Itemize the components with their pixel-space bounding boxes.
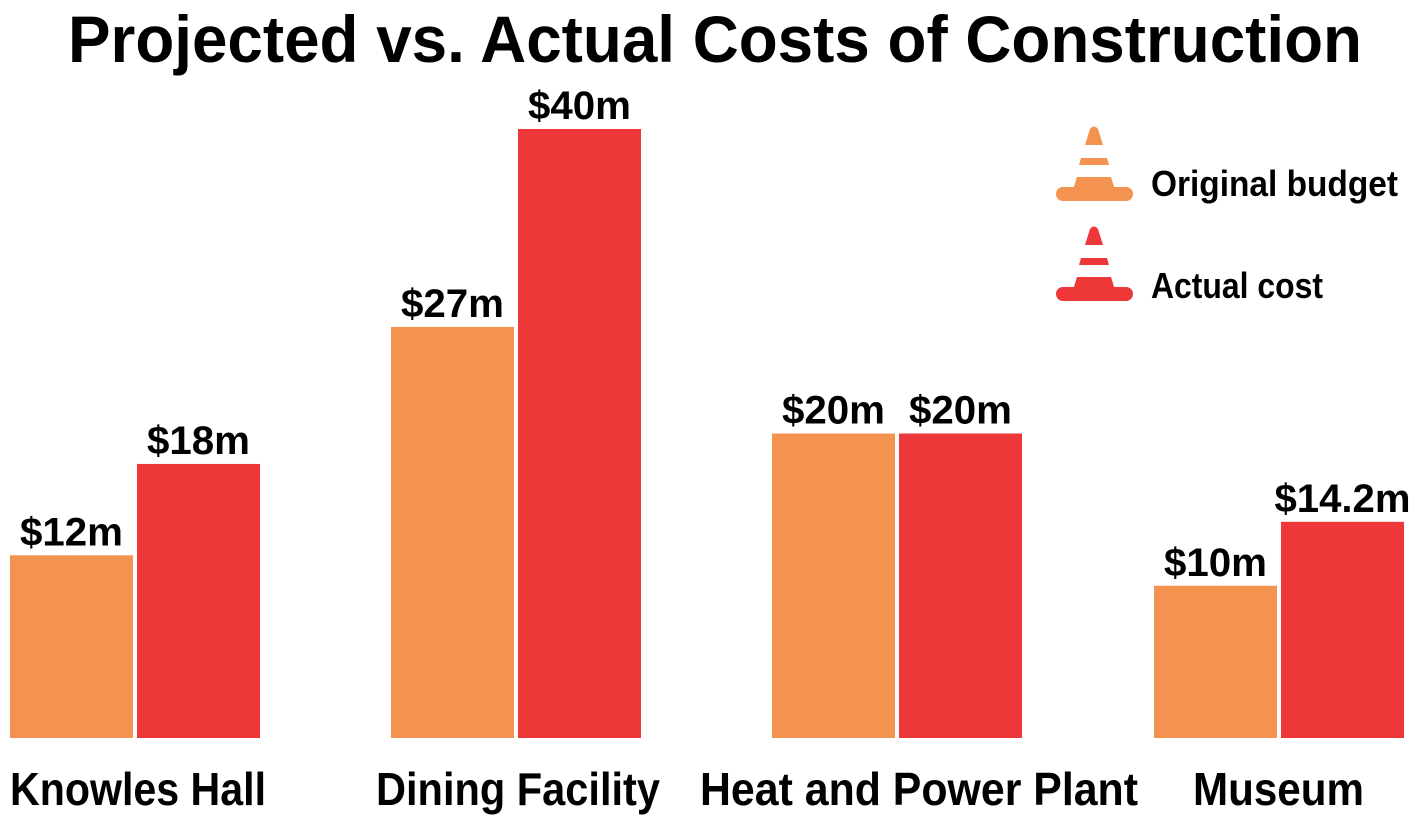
data-label: $10m (1164, 541, 1267, 585)
data-label: $20m (909, 389, 1012, 433)
bar (518, 129, 641, 738)
legend-label: Actual cost (1151, 265, 1323, 306)
bar (391, 326, 514, 738)
category-label: Dining Facility (376, 763, 660, 815)
data-label: $12m (20, 510, 123, 554)
category-label: Heat and Power Plant (700, 763, 1138, 815)
bar (10, 555, 133, 738)
data-label: $20m (782, 389, 885, 433)
data-label: $14.2m (1275, 477, 1411, 521)
legend-label: Original budget (1151, 163, 1398, 204)
bar (1154, 585, 1277, 738)
data-label: $27m (401, 282, 504, 326)
category-label: Museum (1193, 763, 1364, 815)
traffic-cone-icon (1056, 226, 1133, 301)
category-label: Knowles Hall (10, 763, 266, 815)
bars (10, 129, 1404, 738)
data-label: $40m (528, 84, 631, 128)
chart-title: Projected vs. Actual Costs of Constructi… (68, 2, 1362, 76)
legend-item-original-budget: Original budget (1056, 126, 1398, 204)
value-labels: $12m $18m $27m $40m $20m $20m $10m$14.2m (20, 84, 1411, 585)
bar (899, 433, 1022, 738)
bar (1281, 521, 1404, 738)
legend: Original budget Actual cost (1056, 126, 1398, 306)
bar (137, 463, 260, 738)
legend-item-actual-cost: Actual cost (1056, 226, 1323, 306)
traffic-cone-icon (1056, 126, 1133, 201)
bar (772, 433, 895, 738)
data-label: $18m (147, 419, 250, 463)
